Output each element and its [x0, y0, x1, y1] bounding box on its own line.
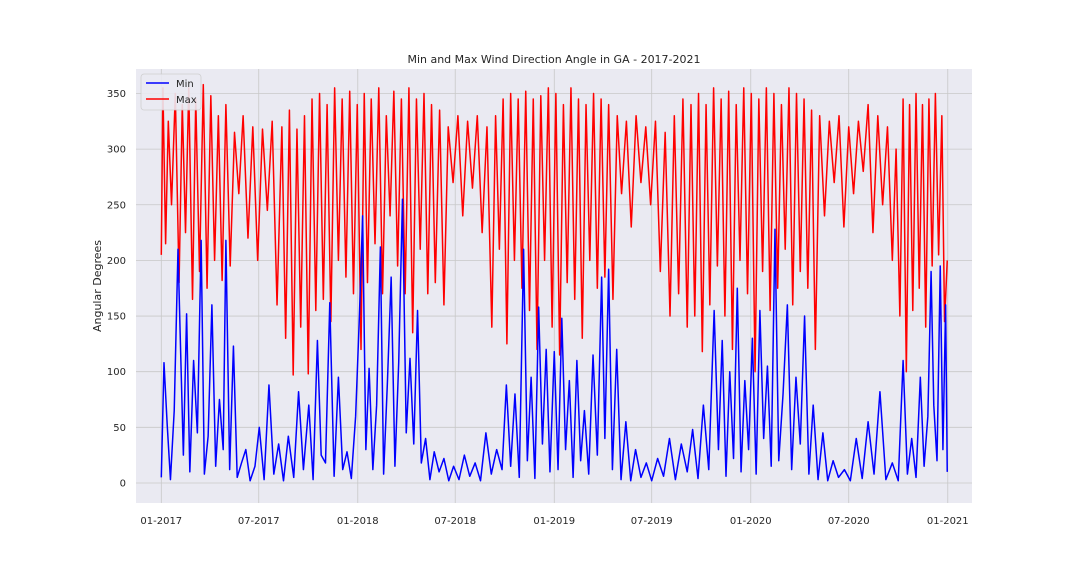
x-tick-label: 01-2018	[337, 516, 379, 527]
legend: Min Max	[140, 73, 202, 111]
y-tick-label: 150	[107, 312, 126, 323]
y-tick-label: 0	[120, 478, 126, 489]
axis-ticks: 0 50 100 150 200 250 300 350 01-2017 07-2017 01-20…	[107, 89, 969, 527]
x-tick-label: 01-2020	[730, 516, 772, 527]
series-line-min	[160, 198, 948, 482]
y-tick-label: 100	[107, 367, 126, 378]
x-tick-label: 01-2021	[927, 516, 969, 527]
x-tick-label: 01-2017	[140, 516, 182, 527]
x-tick-label: 07-2017	[238, 516, 280, 527]
chart-title: Min and Max Wind Direction Angle in GA -…	[407, 53, 700, 66]
legend-label-max: Max	[176, 95, 197, 106]
y-axis-label: Angular Degrees	[91, 240, 104, 332]
y-tick-label: 300	[107, 145, 126, 156]
series-layer	[160, 83, 948, 482]
series-line-max	[160, 83, 948, 376]
y-tick-label: 250	[107, 200, 126, 211]
y-tick-label: 50	[113, 423, 126, 434]
x-tick-label: 07-2018	[434, 516, 476, 527]
x-tick-label: 07-2019	[631, 516, 673, 527]
y-tick-label: 350	[107, 89, 126, 100]
x-tick-label: 01-2019	[533, 516, 575, 527]
legend-label-min: Min	[176, 79, 194, 90]
x-tick-label: 07-2020	[828, 516, 870, 527]
y-tick-label: 200	[107, 256, 126, 267]
